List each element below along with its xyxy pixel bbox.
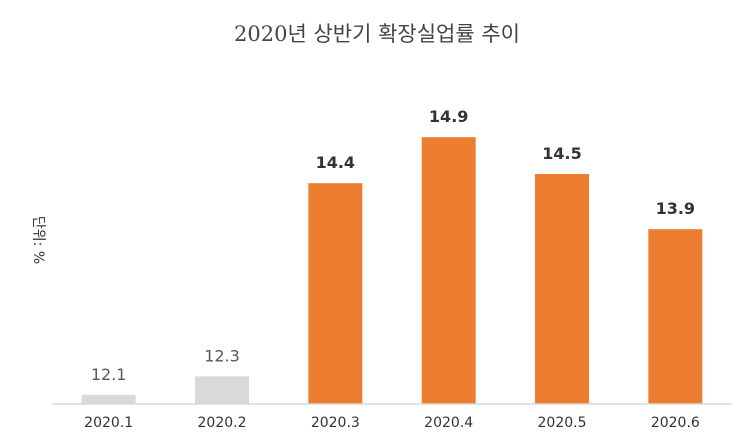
bar-2020.3 [308,183,363,404]
data-label: 12.1 [91,365,127,384]
x-tick-label: 2020.3 [311,415,360,431]
x-tick-label: 2020.5 [538,415,587,431]
x-tick-label: 2020.6 [651,415,700,431]
x-tick-label: 2020.2 [198,415,247,431]
bar-2020.5 [535,174,589,404]
bar-2020.4 [421,137,476,404]
bars-group [81,137,703,404]
chart-title: 2020년 상반기 확장실업률 추이 [234,22,520,46]
data-label: 14.9 [429,107,468,126]
bar-2020.6 [648,229,703,404]
data-label: 13.9 [656,199,695,218]
bar-2020.1 [81,394,136,404]
y-axis-label: 단위: % [30,216,46,264]
bar-2020.2 [195,376,249,404]
x-tick-label: 2020.4 [424,415,473,431]
x-tick-labels: 2020.1 2020.2 2020.3 2020.4 2020.5 2020.6 [84,415,700,431]
data-label: 14.5 [542,144,581,163]
data-labels: 12.1 12.3 14.4 14.9 14.5 13.9 [91,107,695,384]
data-label: 14.4 [316,153,355,172]
data-label: 12.3 [204,346,240,365]
x-tick-label: 2020.1 [84,415,133,431]
